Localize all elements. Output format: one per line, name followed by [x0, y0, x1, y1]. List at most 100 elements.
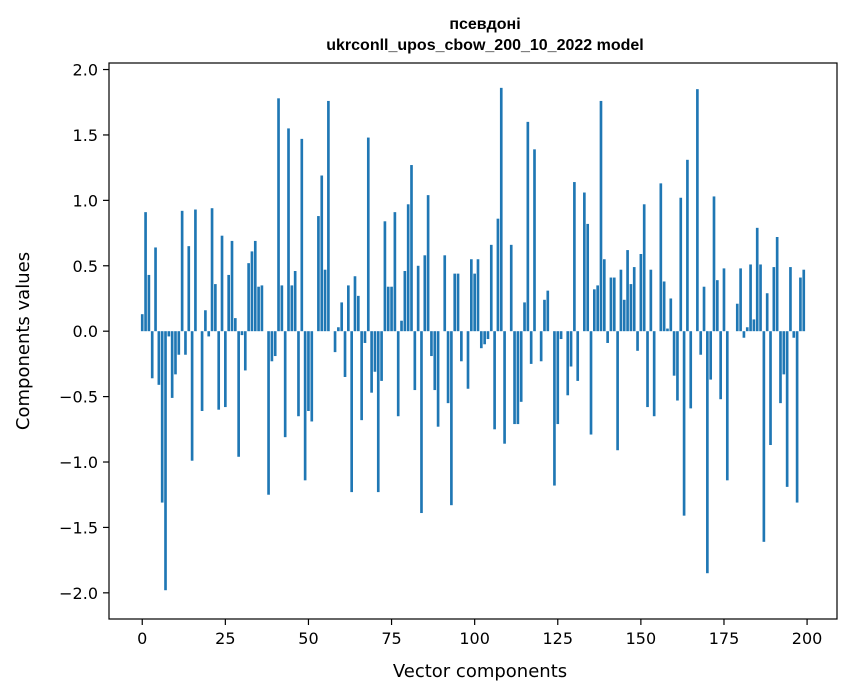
bar-117 [529, 331, 533, 364]
plot-frame [108, 62, 838, 620]
bar-81 [410, 165, 413, 332]
bar-159 [669, 298, 673, 332]
bar-58 [333, 331, 337, 353]
bar-41 [277, 98, 280, 332]
bar-130 [573, 182, 576, 332]
bar-152 [646, 331, 649, 408]
y-tick-label-8: 2.0 [73, 61, 98, 80]
y-tick-label-4: 0.0 [73, 322, 98, 341]
bar-153 [649, 269, 653, 332]
bar-188 [765, 293, 769, 332]
bar-66 [360, 331, 363, 421]
bar-118 [533, 149, 536, 332]
bar-43 [283, 331, 287, 438]
bar-5 [157, 331, 161, 385]
bar-138 [599, 100, 603, 332]
bar-47 [297, 331, 300, 417]
bar-109 [503, 331, 506, 444]
bar-45 [290, 285, 294, 332]
bar-18 [200, 331, 204, 411]
bar-48 [300, 138, 304, 332]
bar-192 [779, 331, 782, 404]
bar-139 [602, 259, 606, 332]
bar-30 [240, 331, 244, 336]
bar-28 [233, 318, 237, 332]
bar-145 [622, 299, 626, 332]
x-tick-label-0: 0 [137, 629, 147, 648]
bar-189 [769, 331, 772, 446]
bar-162 [679, 197, 683, 332]
bar-131 [576, 331, 580, 381]
bar-23 [217, 331, 221, 410]
bar-59 [337, 327, 340, 332]
bar-70 [373, 331, 377, 372]
bar-74 [386, 286, 390, 332]
bar-88 [433, 331, 437, 391]
bar-12 [180, 210, 184, 332]
bar-195 [789, 267, 792, 332]
x-tick-label-25: 25 [215, 629, 235, 648]
bar-168 [699, 331, 703, 355]
bar-121 [543, 299, 546, 332]
bar-25 [224, 331, 227, 408]
bar-144 [619, 269, 623, 332]
bar-197 [795, 331, 799, 503]
bar-183 [749, 264, 752, 332]
bar-172 [712, 196, 716, 332]
bar-165 [689, 331, 693, 409]
bar-50 [307, 331, 310, 411]
bar-84 [420, 331, 423, 514]
bar-149 [636, 331, 639, 351]
bar-7 [164, 331, 167, 591]
bar-194 [785, 331, 789, 487]
bar-126 [559, 331, 563, 340]
bar-99 [470, 259, 473, 332]
bar-111 [509, 244, 513, 332]
bar-163 [682, 331, 686, 516]
bar-93 [450, 331, 453, 506]
bar-46 [293, 271, 297, 332]
bar-125 [556, 331, 560, 425]
bar-85 [423, 255, 427, 332]
bar-187 [762, 331, 766, 542]
bar-53 [317, 216, 320, 332]
bar-151 [642, 204, 646, 332]
y-tick-label-2: −1.0 [59, 453, 98, 472]
bar-193 [782, 331, 786, 375]
bar-103 [483, 331, 486, 345]
bar-185 [755, 227, 759, 332]
bar-76 [393, 212, 397, 332]
bar-73 [383, 221, 387, 332]
x-tick-label-150: 150 [626, 629, 657, 648]
y-tick-label-7: 1.5 [73, 126, 98, 145]
bar-31 [243, 331, 247, 371]
bar-54 [320, 175, 324, 332]
bar-98 [466, 331, 470, 389]
bar-115 [523, 302, 526, 332]
y-tick-label-6: 1.0 [73, 191, 98, 210]
bar-39 [270, 331, 274, 362]
bar-33 [250, 251, 254, 332]
bar-161 [676, 331, 679, 401]
bar-15 [190, 331, 194, 461]
bar-6 [160, 331, 164, 503]
bar-83 [416, 265, 420, 332]
bar-61 [343, 331, 347, 377]
bar-21 [210, 208, 214, 332]
chart-title-line-1: псевдоні [449, 16, 520, 33]
bar-series [140, 87, 806, 591]
bar-113 [516, 331, 520, 425]
bar-160 [672, 331, 676, 376]
bar-9 [170, 331, 174, 398]
bar-199 [802, 269, 806, 332]
bar-62 [347, 285, 350, 332]
bar-68 [366, 137, 370, 332]
bar-92 [446, 331, 450, 404]
bar-171 [709, 331, 713, 380]
bar-184 [752, 319, 756, 332]
y-tick-label-0: −2.0 [59, 584, 98, 603]
x-tick-label-75: 75 [381, 629, 401, 648]
bar-65 [356, 295, 360, 332]
bar-95 [456, 273, 460, 332]
